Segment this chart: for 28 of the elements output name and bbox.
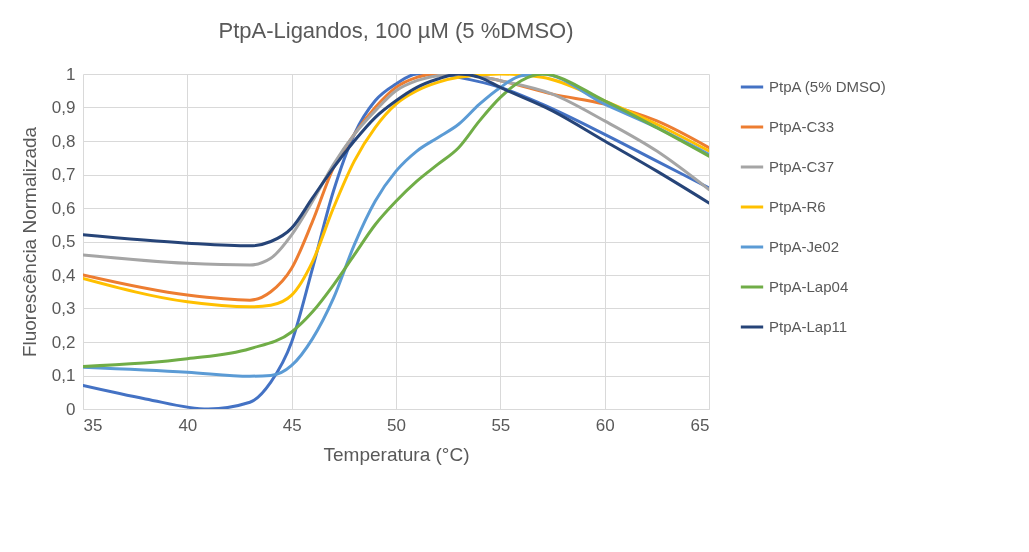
y-tick-label: 0,4 — [51, 265, 76, 285]
legend-label: PtpA-Lap04 — [769, 278, 849, 295]
legend-label: PtpA-C33 — [769, 118, 835, 135]
x-axis-title: Temperatura (°C) — [323, 443, 470, 465]
x-tick-label: 40 — [178, 415, 198, 435]
legend-label: PtpA-R6 — [769, 198, 826, 215]
y-axis-title: Fluorescência Normalizada — [18, 126, 40, 358]
y-tick-label: 0,2 — [51, 332, 76, 352]
x-tick-label: 35 — [83, 415, 103, 435]
y-tick-label: 0,1 — [51, 366, 76, 385]
y-tick-label: 0,7 — [51, 165, 76, 184]
x-tick-label: 45 — [282, 415, 302, 435]
legend-label: PtpA-C37 — [769, 158, 835, 175]
legend-label: PtpA (5% DMSO) — [769, 78, 886, 95]
x-tick-label: 50 — [387, 415, 406, 435]
y-tick-label: 1 — [66, 64, 76, 84]
y-tick-label: 0,6 — [51, 198, 76, 218]
chart-title: PtpA-Ligandos, 100 µM (5 %DMSO) — [218, 18, 574, 43]
x-tick-label: 65 — [690, 415, 710, 435]
y-tick-label: 0,8 — [51, 131, 76, 151]
legend-label: PtpA-Lap11 — [769, 318, 848, 335]
y-tick-label: 0,9 — [51, 98, 76, 117]
y-tick-label: 0 — [66, 399, 76, 419]
x-tick-label: 60 — [595, 415, 615, 435]
x-tick-label: 55 — [491, 415, 511, 435]
y-tick-label: 0,3 — [51, 299, 76, 318]
legend-label: PtpA-Je02 — [769, 238, 840, 255]
y-tick-label: 0,5 — [51, 232, 76, 251]
